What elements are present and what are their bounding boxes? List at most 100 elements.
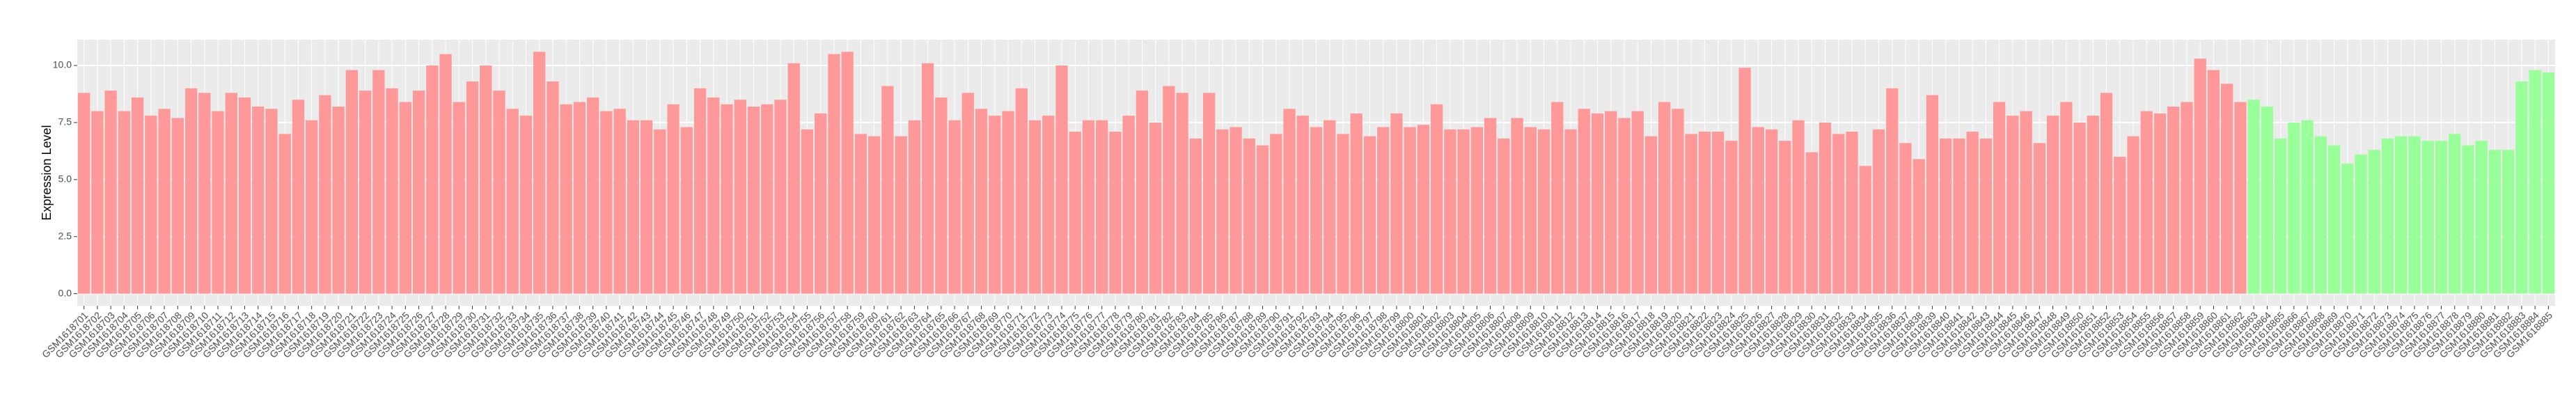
bar	[1524, 127, 1537, 294]
bar	[1457, 129, 1470, 294]
bar	[1283, 109, 1296, 294]
bar	[1685, 134, 1697, 294]
bar	[1444, 129, 1456, 294]
bar	[1658, 102, 1671, 294]
bar	[91, 111, 104, 294]
bar	[2114, 157, 2126, 294]
bar	[867, 136, 881, 294]
bar	[761, 104, 773, 294]
bar	[989, 116, 1001, 294]
bar	[747, 106, 760, 294]
bar	[1390, 113, 1403, 294]
bar	[2261, 106, 2274, 294]
bar	[212, 111, 224, 294]
bar	[1511, 118, 1523, 294]
bar	[2181, 102, 2193, 294]
bar	[560, 104, 572, 294]
bar	[158, 109, 171, 294]
bar	[654, 129, 666, 294]
bar	[1979, 138, 1993, 294]
bar	[2502, 150, 2515, 294]
bar	[2046, 116, 2059, 294]
bar	[345, 70, 359, 294]
bar	[2515, 81, 2528, 294]
bar	[372, 70, 385, 294]
bar	[1243, 138, 1255, 294]
bar	[1042, 116, 1055, 294]
bar	[787, 63, 800, 294]
bar	[1966, 132, 1979, 294]
bar	[881, 86, 894, 294]
bar	[1404, 127, 1416, 294]
bar	[1993, 102, 2006, 294]
bar	[104, 91, 117, 294]
bar	[2221, 84, 2233, 294]
bar	[667, 104, 680, 294]
bar	[1940, 138, 1952, 294]
bar	[1872, 129, 1885, 294]
bar	[1498, 138, 1510, 294]
bar	[828, 54, 840, 294]
bar	[1470, 127, 1484, 294]
bar	[1953, 138, 1965, 294]
bar	[2167, 106, 2180, 294]
bar	[493, 91, 505, 294]
bar	[292, 100, 305, 294]
bar	[2488, 150, 2502, 294]
bar	[238, 97, 251, 294]
bar	[2449, 134, 2461, 294]
bar	[2341, 163, 2354, 294]
bar	[2301, 120, 2314, 294]
bar	[1644, 136, 1658, 294]
bar	[2288, 122, 2300, 294]
bar	[2234, 102, 2247, 294]
bar	[359, 91, 372, 294]
bar	[131, 97, 144, 294]
bar	[1805, 152, 1818, 294]
bar	[198, 93, 211, 294]
bar	[1484, 118, 1497, 294]
bar	[1618, 118, 1631, 294]
bar	[184, 88, 198, 294]
bar	[1698, 132, 1711, 294]
bar	[854, 134, 867, 294]
bar	[306, 120, 318, 294]
bar	[1082, 120, 1095, 294]
y-tick-label: 2.5	[58, 230, 72, 241]
bar	[1377, 127, 1390, 294]
bar	[1926, 95, 1939, 294]
bar	[1149, 122, 1162, 294]
bar	[1350, 113, 1362, 294]
bar	[399, 102, 411, 294]
bar	[586, 97, 599, 294]
bar	[680, 127, 693, 294]
bar	[426, 65, 439, 294]
bar	[453, 102, 465, 294]
bar	[707, 97, 720, 294]
bar	[1002, 111, 1014, 294]
bar	[2153, 113, 2167, 294]
bar	[1296, 116, 1309, 294]
bar	[693, 88, 707, 294]
bar	[265, 109, 278, 294]
bar	[908, 120, 921, 294]
bar	[1591, 113, 1604, 294]
bar	[815, 113, 827, 294]
bar	[533, 52, 546, 294]
bar	[2327, 145, 2341, 294]
bar	[935, 97, 948, 294]
bar	[2368, 150, 2380, 294]
y-tick-label: 0.0	[58, 287, 72, 298]
bar	[801, 129, 814, 294]
bar	[1096, 120, 1108, 294]
bar	[573, 102, 586, 294]
bar	[1551, 102, 1564, 294]
bar	[2207, 70, 2220, 294]
bar	[2100, 93, 2113, 294]
bar	[2140, 111, 2153, 294]
bar	[1430, 104, 1443, 294]
bar	[2355, 154, 2367, 294]
bar	[519, 116, 533, 294]
bar	[1792, 120, 1805, 294]
